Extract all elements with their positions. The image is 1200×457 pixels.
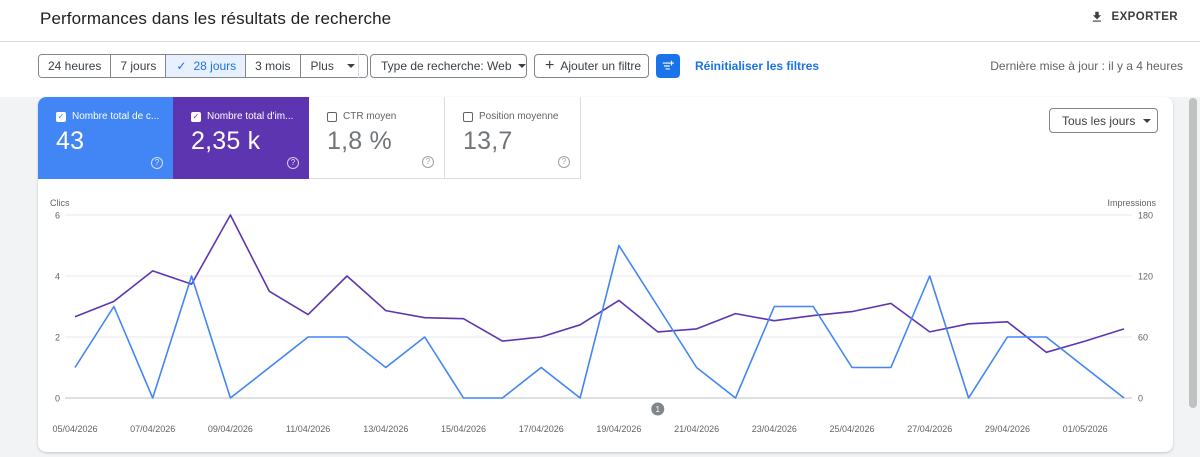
download-icon	[1092, 11, 1101, 22]
range-more[interactable]: Plus	[300, 55, 367, 77]
metric-ctr-value: 1,8 %	[327, 127, 392, 155]
metric-impressions-label: Nombre total d'im...	[207, 111, 294, 122]
range-7d-label: 7 jours	[120, 59, 157, 73]
reset-filters-link[interactable]: Réinitialiser les filtres	[695, 59, 820, 73]
range-3m-label: 3 mois	[255, 59, 291, 73]
metric-ctr-label: CTR moyen	[343, 111, 397, 122]
range-24h[interactable]: 24 heures	[39, 55, 112, 77]
add-filter-button[interactable]: + Ajouter un filtre	[534, 54, 649, 78]
chevron-down-icon	[346, 64, 355, 68]
metric-label: CTR moyen	[327, 111, 444, 122]
checkbox-empty-icon[interactable]	[463, 111, 473, 122]
date-range-selector: 24 heures 7 jours ✓ 28 jours 3 mois Plus	[38, 54, 368, 78]
divider	[358, 54, 359, 78]
metric-total-impressions[interactable]: ✓ Nombre total d'im... 2,35 k ?	[173, 97, 309, 179]
page-header: Performances dans les résultats de reche…	[0, 0, 1200, 42]
export-label: EXPORTER	[1111, 11, 1178, 23]
help-icon[interactable]: ?	[422, 156, 434, 168]
metric-position-label: Position moyenne	[479, 111, 559, 122]
filter-settings-button[interactable]	[656, 54, 680, 78]
metric-position-value: 13,7	[463, 127, 513, 155]
filter-bar: 24 heures 7 jours ✓ 28 jours 3 mois Plus …	[0, 42, 1200, 97]
checkbox-checked-icon[interactable]: ✓	[191, 111, 201, 122]
search-type-label: Type de recherche: Web	[381, 59, 512, 73]
search-type-dropdown[interactable]: Type de recherche: Web	[370, 54, 527, 78]
help-icon[interactable]: ?	[151, 157, 163, 169]
metric-label: ✓ Nombre total de c...	[56, 111, 173, 122]
metric-average-ctr[interactable]: CTR moyen 1,8 % ?	[309, 97, 445, 179]
checkbox-checked-icon[interactable]: ✓	[56, 111, 66, 122]
metric-average-position[interactable]: Position moyenne 13,7 ?	[445, 97, 581, 179]
granularity-label: Tous les jours	[1062, 113, 1136, 128]
metric-total-clicks[interactable]: ✓ Nombre total de c... 43 ?	[38, 97, 173, 179]
plus-icon: +	[545, 57, 555, 74]
range-more-label: Plus	[310, 59, 334, 73]
help-icon[interactable]: ?	[287, 157, 299, 169]
metric-clicks-label: Nombre total de c...	[72, 111, 160, 122]
chevron-down-icon	[1143, 118, 1152, 123]
metric-impressions-value: 2,35 k	[191, 127, 261, 155]
page-title: Performances dans les résultats de reche…	[40, 9, 392, 28]
metric-clicks-value: 43	[56, 127, 85, 155]
range-24h-label: 24 heures	[48, 59, 102, 73]
page-scrollbar[interactable]	[1189, 98, 1197, 408]
export-button[interactable]: EXPORTER	[1090, 10, 1178, 24]
help-icon[interactable]: ?	[558, 156, 570, 168]
range-3m[interactable]: 3 mois	[246, 55, 301, 77]
range-28d[interactable]: ✓ 28 jours	[166, 55, 247, 77]
performance-card: ✓ Nombre total de c... 43 ? ✓ Nombre tot…	[38, 97, 1173, 452]
metric-label: Position moyenne	[463, 111, 580, 122]
last-update-text: Dernière mise à jour : il y a 4 heures	[990, 59, 1183, 73]
range-7d[interactable]: 7 jours	[111, 55, 167, 77]
range-28d-label: 28 jours	[193, 59, 237, 73]
chevron-down-icon	[517, 64, 526, 68]
metric-label: ✓ Nombre total d'im...	[191, 111, 309, 122]
granularity-dropdown[interactable]: Tous les jours	[1049, 108, 1158, 133]
check-icon: ✓	[176, 59, 187, 73]
add-filter-label: Ajouter un filtre	[560, 59, 642, 73]
filter-add-icon	[662, 60, 674, 70]
checkbox-empty-icon[interactable]	[327, 111, 337, 122]
